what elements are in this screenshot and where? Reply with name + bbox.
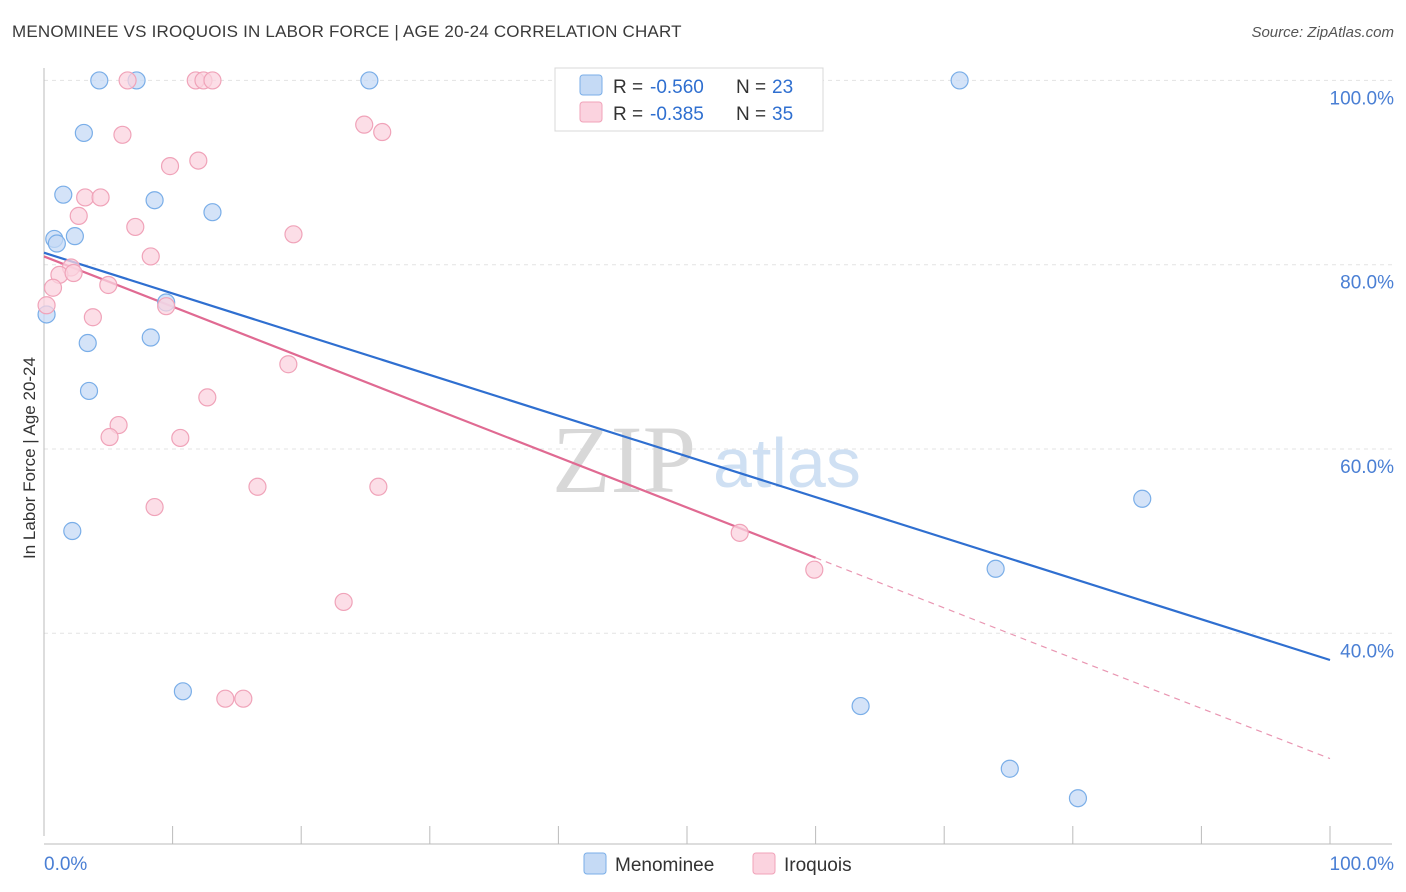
point-menominee-17	[173, 682, 192, 701]
series-legend: Menominee Iroquois	[583, 852, 852, 876]
point-menominee-21	[1000, 759, 1019, 778]
legend-label-0: Menominee	[615, 855, 714, 876]
point-menominee-18	[851, 696, 870, 716]
stats-swatch-0	[579, 74, 603, 96]
legend-swatch-1	[752, 852, 776, 875]
point-menominee-2	[360, 71, 379, 90]
point-iroquois-24	[198, 388, 217, 407]
y-tick-label-0: 100.0%	[1330, 88, 1395, 109]
point-menominee-10	[47, 234, 66, 253]
point-iroquois-20	[37, 296, 56, 315]
point-iroquois-12	[126, 217, 145, 237]
x-tick-labels: 0.0% 100.0%	[44, 854, 1394, 875]
n-value-1: 35	[772, 104, 793, 125]
y-tick-labels: 100.0% 80.0% 60.0% 40.0%	[1330, 88, 1395, 662]
point-iroquois-22	[83, 308, 102, 327]
point-iroquois-29	[369, 477, 388, 496]
y-tick-label-2: 60.0%	[1340, 457, 1394, 478]
chart-title: MENOMINEE VS IROQUOIS IN LABOR FORCE | A…	[12, 22, 682, 41]
n-label-1: N =	[736, 104, 766, 125]
r-label-0: R =	[613, 77, 643, 98]
axes	[43, 68, 1392, 845]
point-iroquois-10	[91, 188, 110, 207]
watermark: ZIP atlas	[552, 406, 861, 513]
point-menominee-7	[203, 203, 222, 222]
point-menominee-6	[145, 191, 164, 210]
point-iroquois-3	[203, 71, 222, 90]
r-value-0: -0.560	[650, 77, 704, 98]
point-iroquois-30	[145, 497, 164, 517]
point-iroquois-6	[113, 125, 132, 144]
point-menominee-9	[65, 227, 84, 246]
watermark-zip: ZIP	[552, 406, 696, 513]
point-iroquois-31	[730, 523, 749, 542]
y-axis-title: In Labor Force | Age 20-24	[20, 357, 39, 559]
data-points	[37, 71, 1152, 808]
point-menominee-4	[74, 123, 93, 143]
point-menominee-22	[1068, 789, 1088, 808]
point-iroquois-17	[64, 263, 83, 283]
point-iroquois-9	[76, 188, 95, 207]
point-iroquois-14	[141, 247, 160, 266]
point-menominee-16	[63, 521, 82, 541]
point-menominee-20	[986, 559, 1005, 578]
point-iroquois-13	[284, 225, 303, 244]
x-tick-label-1: 100.0%	[1330, 854, 1395, 875]
point-iroquois-28	[248, 477, 267, 496]
point-iroquois-33	[334, 592, 353, 612]
point-menominee-15	[79, 381, 99, 401]
legend-label-1: Iroquois	[784, 855, 852, 876]
point-iroquois-27	[171, 428, 190, 448]
y-tick-label-1: 80.0%	[1340, 273, 1394, 294]
point-iroquois-26	[100, 427, 119, 447]
point-menominee-19	[1133, 489, 1152, 508]
legend-swatch-0	[583, 852, 607, 875]
grid-lines	[44, 79, 1392, 634]
source-credit: Source: ZipAtlas.com	[1251, 24, 1394, 41]
n-label-0: N =	[736, 77, 766, 98]
trend-line-0	[43, 251, 1331, 662]
point-menominee-0	[90, 71, 109, 90]
point-iroquois-4	[355, 115, 374, 134]
y-tick-label-3: 40.0%	[1340, 641, 1394, 662]
point-iroquois-7	[189, 151, 208, 170]
point-menominee-14	[78, 333, 97, 353]
point-menominee-3	[950, 71, 969, 90]
point-iroquois-5	[373, 122, 392, 142]
r-value-1: -0.385	[650, 104, 704, 125]
point-menominee-5	[54, 185, 73, 204]
stats-legend: R = -0.560 N = 23 R = -0.385 N = 35	[554, 67, 824, 132]
point-iroquois-32	[805, 560, 824, 579]
point-iroquois-11	[69, 206, 88, 225]
r-label-1: R =	[613, 104, 643, 125]
point-iroquois-35	[234, 689, 253, 708]
n-value-0: 23	[772, 77, 793, 98]
point-iroquois-18	[99, 275, 118, 295]
stats-swatch-1	[579, 101, 603, 123]
point-iroquois-34	[216, 689, 235, 708]
point-iroquois-8	[160, 157, 180, 176]
point-menominee-13	[141, 328, 160, 347]
x-tick-label-0: 0.0%	[44, 854, 87, 875]
point-iroquois-21	[157, 297, 176, 316]
point-iroquois-19	[43, 278, 63, 297]
point-iroquois-23	[279, 355, 298, 374]
trend-extension-1	[815, 557, 1331, 760]
point-iroquois-0	[118, 71, 137, 90]
watermark-atlas: atlas	[713, 424, 861, 502]
